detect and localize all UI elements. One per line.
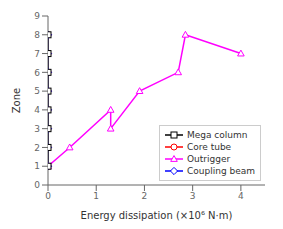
svg-text:5: 5 xyxy=(34,86,40,96)
svg-text:9: 9 xyxy=(34,11,40,21)
svg-text:3: 3 xyxy=(190,191,196,201)
html-text:Coupling beam: Coupling beam xyxy=(187,166,255,176)
svg-text:Energy dissipation (×10⁶ N·m): Energy dissipation (×10⁶ N·m) xyxy=(81,210,233,221)
svg-text:4: 4 xyxy=(238,191,244,201)
html-text:Core tube: Core tube xyxy=(187,142,232,152)
svg-text:6: 6 xyxy=(34,68,40,78)
svg-text:Zone: Zone xyxy=(11,88,22,113)
html-text:Mega column: Mega column xyxy=(187,130,248,140)
svg-text:2: 2 xyxy=(34,143,40,153)
svg-text:0: 0 xyxy=(45,191,51,201)
svg-text:1: 1 xyxy=(93,191,99,201)
svg-text:3: 3 xyxy=(34,124,40,134)
svg-text:4: 4 xyxy=(34,105,40,115)
svg-text:0: 0 xyxy=(34,180,40,190)
svg-text:2: 2 xyxy=(142,191,148,201)
svg-text:1: 1 xyxy=(34,161,40,171)
svg-text:7: 7 xyxy=(34,49,40,59)
html-text:Outrigger: Outrigger xyxy=(187,154,231,164)
svg-text:8: 8 xyxy=(34,30,40,40)
